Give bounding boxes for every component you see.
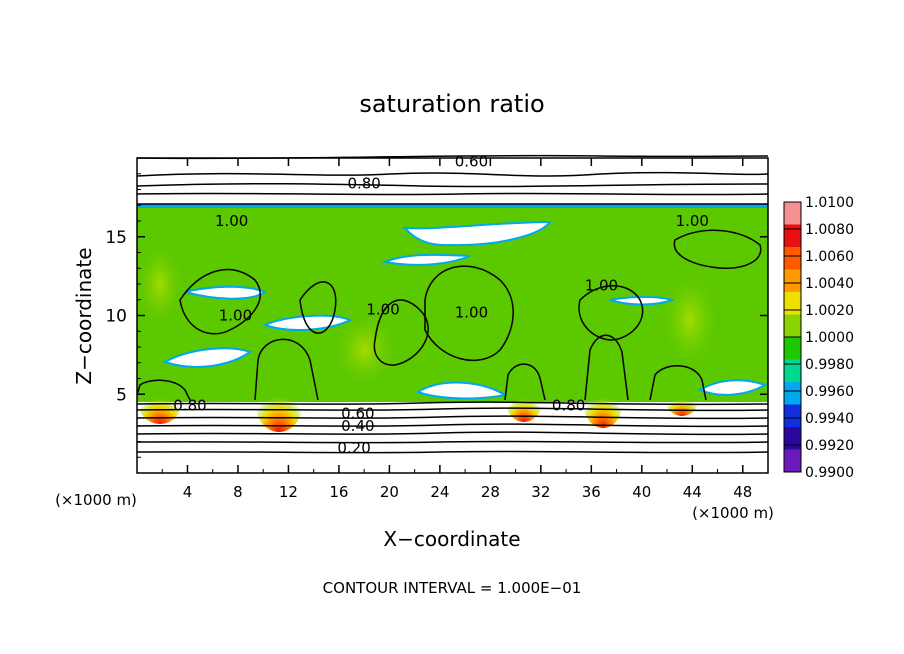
colorbar-swatch	[784, 224, 801, 248]
y-tick-label: 5	[116, 385, 127, 405]
colorbar-label: 1.0040	[805, 276, 854, 292]
y-tick-label: 15	[105, 228, 127, 248]
contour-interval-footnote: CONTOUR INTERVAL = 1.000E−01	[323, 579, 582, 597]
plot-area: 0.60 0.80 1.00 1.00 1.00 1.00 1.00 1.00 0.80 0.80…	[135, 152, 769, 474]
contour-label: 1.00	[676, 212, 709, 230]
colorbar-swatch	[784, 382, 801, 405]
colorbar-label: 1.0060	[805, 249, 854, 265]
colorbar-label: 0.9960	[805, 384, 854, 400]
x-unit-left: (×1000 m)	[55, 491, 137, 509]
colorbar-swatch	[784, 449, 801, 473]
x-tick-label: 12	[279, 483, 298, 501]
contour-label: 1.00	[585, 277, 618, 295]
contour-label: 0.80	[552, 396, 585, 414]
colorbar: 1.0100 1.0080 1.0060 1.0040 1.0020 1.0000 0.99…	[783, 195, 854, 481]
x-tick-label: 4	[183, 483, 193, 501]
y-tick-label: 10	[105, 307, 127, 327]
colorbar-label: 0.9980	[805, 357, 854, 373]
contour-label: 1.00	[366, 300, 399, 318]
contour-label: 0.80	[173, 396, 206, 414]
x-tick-label: 40	[632, 483, 651, 501]
unsaturated-hole	[697, 379, 768, 396]
subsaturated-edge	[137, 204, 768, 208]
x-tick-label: 28	[481, 483, 500, 501]
colorbar-swatch	[784, 202, 801, 225]
contour-label: 1.00	[455, 304, 488, 322]
colorbar-swatch	[784, 337, 801, 360]
colorbar-swatch	[784, 359, 801, 383]
warm-patch	[660, 270, 720, 370]
contour-label: 0.40	[341, 417, 374, 435]
colorbar-label: 0.9920	[805, 438, 854, 454]
chart-title: saturation ratio	[359, 90, 544, 118]
x-tick-label: 24	[430, 483, 449, 501]
colorbar-label: 1.0100	[805, 195, 854, 211]
x-unit-right: (×1000 m)	[692, 504, 774, 522]
y-axis-label: Z−coordinate	[72, 247, 96, 384]
contour-label: 0.80	[347, 174, 380, 192]
x-axis: 4 8 12 16 20 24 28 32 36 40 44 48	[161, 158, 752, 501]
contour-lines	[136, 154, 769, 454]
unsaturated-hole	[402, 220, 553, 247]
colorbar-label: 1.0000	[805, 330, 854, 346]
colorbar-swatch	[784, 247, 801, 270]
hot-spot	[138, 380, 182, 424]
x-tick-label: 36	[582, 483, 601, 501]
saturation-field	[137, 204, 768, 402]
colorbar-swatch	[784, 427, 801, 450]
colorbar-label: 1.0080	[805, 222, 854, 238]
colorbar-swatch	[784, 292, 801, 315]
colorbar-swatch	[784, 269, 801, 293]
colorbar-label: 0.9900	[805, 465, 854, 481]
x-tick-label: 20	[380, 483, 399, 501]
colorbar-label: 1.0020	[805, 303, 854, 319]
unsaturated-hole	[381, 253, 471, 266]
colorbar-swatch	[784, 314, 801, 338]
x-axis-label: X−coordinate	[383, 527, 520, 551]
y-axis: 5 10 15	[105, 173, 768, 458]
x-tick-label: 44	[683, 483, 702, 501]
hot-spot	[255, 372, 303, 432]
contour-labels: 0.60 0.80 1.00 1.00 1.00 1.00 1.00 1.00 0.80 0.80…	[173, 152, 709, 457]
unsaturated-hole	[184, 285, 268, 300]
hot-spot	[583, 376, 623, 428]
x-tick-label: 32	[531, 483, 550, 501]
colorbar-label: 0.9940	[805, 411, 854, 427]
x-tick-label: 16	[329, 483, 348, 501]
colorbar-swatch	[784, 404, 801, 428]
unsaturated-hole	[162, 347, 253, 368]
contour-label: 0.20	[337, 439, 370, 457]
contour-label: 1.00	[215, 212, 248, 230]
x-tick-label: 8	[233, 483, 243, 501]
contour-label: 0.60	[455, 152, 488, 170]
x-tick-label: 48	[733, 483, 752, 501]
contour-label: 0.60	[341, 404, 374, 422]
warm-patch	[330, 310, 400, 390]
contour-label: 1.00	[219, 307, 252, 325]
hot-spot	[666, 388, 698, 416]
warm-patch	[135, 240, 185, 330]
